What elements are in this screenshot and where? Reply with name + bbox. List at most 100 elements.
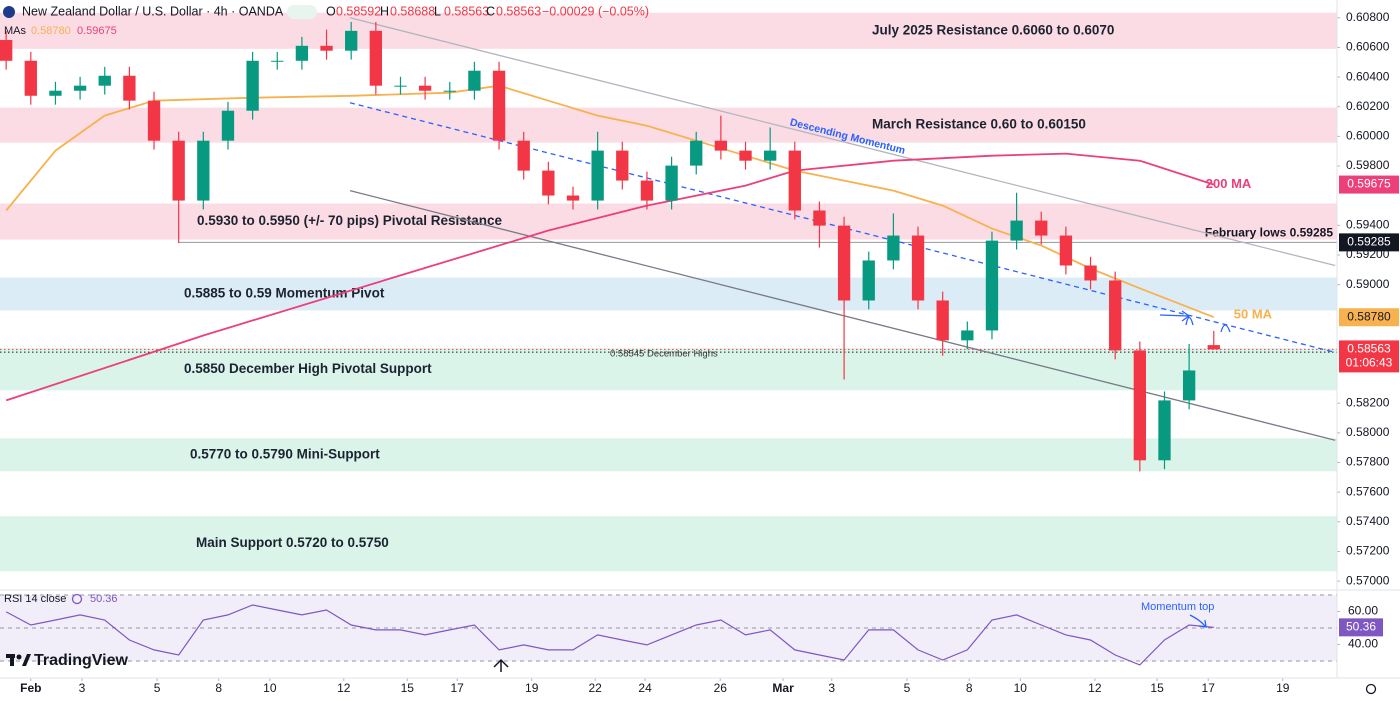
price-box-label: 0.58563 bbox=[1347, 342, 1391, 356]
candle-body bbox=[468, 70, 481, 91]
brand: TradingView bbox=[34, 652, 129, 669]
y-tick-label: 0.57400 bbox=[1346, 514, 1390, 528]
y-tick-label: 0.60600 bbox=[1346, 40, 1390, 54]
ohlc-key: H bbox=[380, 4, 389, 18]
candle-body bbox=[911, 235, 925, 301]
candle-body bbox=[1059, 235, 1073, 266]
candle-body bbox=[665, 165, 678, 201]
zone-label: 0.5850 December High Pivotal Support bbox=[184, 361, 432, 376]
candle-body bbox=[271, 60, 284, 62]
candle-body bbox=[1207, 345, 1220, 350]
y-tick-label: 0.57200 bbox=[1346, 544, 1390, 558]
candle-body bbox=[1158, 400, 1171, 461]
x-tick-label: 19 bbox=[1276, 681, 1290, 695]
x-tick-label: 17 bbox=[450, 681, 464, 695]
y-tick-label: 0.57000 bbox=[1346, 573, 1390, 587]
candle-body bbox=[1133, 350, 1146, 461]
hline-label: 0.58545 December Highs bbox=[610, 349, 718, 360]
x-tick-label: 19 bbox=[525, 681, 539, 695]
status-badge bbox=[287, 5, 317, 19]
rsi-icon bbox=[71, 593, 83, 605]
arrow bbox=[1220, 324, 1231, 333]
ma-legend: MAs bbox=[4, 25, 27, 37]
x-tick-label: 3 bbox=[828, 681, 835, 695]
candle-body bbox=[862, 260, 875, 301]
candle-body bbox=[739, 150, 752, 161]
x-tick-label: 15 bbox=[1150, 681, 1164, 695]
candle-body bbox=[147, 100, 161, 141]
hline-label: February lows 0.59285 bbox=[1205, 226, 1333, 240]
candle-body bbox=[542, 170, 555, 196]
candle-body bbox=[73, 85, 87, 91]
zone bbox=[0, 12, 1337, 49]
rsi-line bbox=[5, 604, 1214, 666]
candle-body bbox=[887, 235, 900, 261]
countdown: 01:06:43 bbox=[1346, 356, 1393, 370]
price-box-label: 0.59675 bbox=[1347, 177, 1391, 191]
x-tick-label: 5 bbox=[154, 681, 161, 695]
x-tick-label: 22 bbox=[589, 681, 603, 695]
candle-body bbox=[49, 90, 62, 96]
arrow bbox=[1159, 310, 1191, 322]
zone-label: March Resistance 0.60 to 0.60150 bbox=[872, 117, 1086, 132]
candle-body bbox=[566, 195, 580, 201]
candle-body bbox=[394, 85, 407, 87]
line-label: 200 MA bbox=[1206, 176, 1252, 191]
settings-icon[interactable] bbox=[1365, 683, 1377, 695]
candle-body bbox=[197, 140, 210, 201]
candle-body bbox=[1084, 265, 1097, 281]
candle-body bbox=[813, 210, 826, 226]
zone-label: 0.5885 to 0.59 Momentum Pivot bbox=[184, 286, 385, 301]
x-tick-label: 12 bbox=[1088, 681, 1102, 695]
candle-body bbox=[1010, 220, 1023, 241]
x-tick-label: 8 bbox=[215, 681, 222, 695]
flag-icon bbox=[3, 6, 15, 18]
zone bbox=[0, 438, 1337, 472]
y-tick-label: 0.59000 bbox=[1346, 277, 1390, 291]
y-tick-label: 0.60400 bbox=[1346, 69, 1390, 83]
trendline bbox=[349, 190, 1336, 441]
candle-body bbox=[788, 150, 801, 211]
x-tick-label: 3 bbox=[79, 681, 86, 695]
candle-body bbox=[1182, 370, 1196, 401]
y-tick-label: 0.59400 bbox=[1346, 217, 1390, 231]
x-tick-label: 10 bbox=[1014, 681, 1028, 695]
candle-body bbox=[418, 85, 432, 91]
chart-title: New Zealand Dollar / U.S. Dollar · 4h · … bbox=[22, 4, 284, 18]
zone-label: 0.5930 to 0.5950 (+/- 70 pips) Pivotal R… bbox=[197, 213, 503, 228]
candle-body bbox=[443, 90, 456, 92]
y-tick-label: 0.58000 bbox=[1346, 425, 1390, 439]
candle-body bbox=[690, 140, 703, 166]
ohlc-key: C bbox=[486, 4, 495, 18]
price-box bbox=[1339, 308, 1399, 327]
ma-value: 0.59675 bbox=[77, 25, 117, 37]
rsi-value: 50.36 bbox=[90, 593, 118, 605]
x-tick-label: 5 bbox=[904, 681, 911, 695]
ohlc-key: O bbox=[326, 4, 336, 18]
price-box-label: 0.58780 bbox=[1347, 309, 1391, 323]
x-tick-label: 24 bbox=[638, 681, 652, 695]
candle-body bbox=[837, 225, 851, 301]
ohlc-value: 0.58563 bbox=[444, 4, 489, 18]
candle-body bbox=[591, 150, 604, 201]
candle-body bbox=[985, 240, 999, 331]
arrow bbox=[1185, 316, 1194, 326]
logo bbox=[6, 654, 31, 666]
x-tick-label: Feb bbox=[20, 681, 41, 695]
trendline bbox=[349, 17, 1336, 267]
zone bbox=[0, 107, 1337, 143]
line-label: 50 MA bbox=[1234, 307, 1273, 322]
candle-body bbox=[764, 150, 777, 161]
candle-body bbox=[320, 45, 333, 51]
x-tick-label: 12 bbox=[337, 681, 351, 695]
zone bbox=[0, 348, 1337, 391]
arrow bbox=[1189, 614, 1207, 628]
candle-body bbox=[24, 60, 37, 96]
candle-body bbox=[123, 75, 136, 101]
x-tick-label: Mar bbox=[772, 681, 794, 695]
y-tick-label: 0.57600 bbox=[1346, 484, 1390, 498]
y-tick-label: 0.60000 bbox=[1346, 129, 1390, 143]
y-tick-label: 0.57800 bbox=[1346, 455, 1390, 469]
